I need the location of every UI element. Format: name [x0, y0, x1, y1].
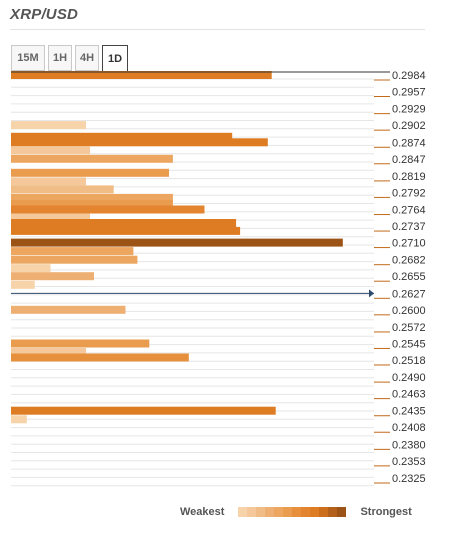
legend-swatch — [337, 507, 347, 517]
level-bar — [11, 280, 35, 289]
title-divider — [10, 29, 425, 30]
level-bar — [11, 205, 205, 214]
level-bar — [11, 71, 272, 79]
tab-1d[interactable]: 1D — [102, 45, 128, 72]
level-bar — [11, 348, 86, 356]
y-tick-label: 0.2984 — [392, 70, 426, 82]
y-tick-label: 0.2682 — [392, 255, 426, 267]
y-tick-label: 0.2847 — [392, 154, 426, 166]
tab-1h[interactable]: 1H — [48, 45, 72, 71]
level-bar — [11, 238, 343, 247]
timeframe-tabs: 15M 1H 4H 1D — [11, 45, 131, 72]
legend-swatch — [283, 507, 293, 517]
level-bar — [11, 247, 134, 256]
level-bar — [11, 146, 90, 155]
level-bar — [11, 132, 233, 141]
y-tick-label: 0.2874 — [392, 137, 426, 149]
y-tick-label: 0.2572 — [392, 322, 426, 334]
level-bar — [11, 272, 94, 281]
y-tick-label: 0.2600 — [392, 305, 426, 317]
legend-swatch — [328, 507, 338, 517]
legend-swatch — [292, 507, 302, 517]
y-tick-label: 0.2710 — [392, 238, 426, 250]
legend-swatch — [301, 507, 311, 517]
y-tick-label: 0.2408 — [392, 422, 426, 434]
level-bar — [11, 177, 86, 186]
level-bar — [11, 200, 173, 208]
legend-swatch — [256, 507, 266, 517]
level-bar — [11, 219, 237, 227]
y-tick-label: 0.2627 — [392, 288, 426, 300]
legend-swatch — [274, 507, 284, 517]
y-tick-label: 0.2545 — [392, 338, 426, 350]
y-tick-label: 0.2435 — [392, 406, 426, 418]
level-bar — [11, 415, 27, 424]
y-tick-label: 0.2929 — [392, 104, 426, 116]
legend-swatch — [247, 507, 257, 517]
y-tick-label: 0.2902 — [392, 120, 426, 132]
legend-weakest-label: Weakest — [180, 506, 225, 518]
current-price-marker — [369, 289, 374, 298]
y-tick-label: 0.2518 — [392, 355, 426, 367]
y-tick-label: 0.2490 — [392, 372, 426, 384]
level-bar — [11, 264, 51, 273]
legend-swatch — [238, 507, 248, 517]
level-bar — [11, 193, 173, 202]
tab-4h[interactable]: 4H — [75, 45, 99, 71]
level-bar — [11, 185, 114, 194]
level-bar — [11, 305, 126, 314]
level-bar — [11, 339, 150, 348]
y-tick-label: 0.2353 — [392, 456, 426, 468]
legend-swatch — [310, 507, 320, 517]
y-tick-label: 0.2819 — [392, 171, 426, 183]
level-bar — [11, 353, 189, 362]
y-tick-label: 0.2325 — [392, 473, 426, 485]
y-tick-label: 0.2463 — [392, 389, 426, 401]
level-bar — [11, 168, 169, 177]
y-tick-label: 0.2764 — [392, 205, 426, 217]
y-tick-label: 0.2792 — [392, 187, 426, 199]
y-tick-label: 0.2737 — [392, 221, 426, 233]
strength-legend: Weakest Strongest — [180, 503, 412, 521]
legend-swatch — [265, 507, 275, 517]
legend-color-scale — [238, 507, 347, 517]
legend-swatch — [319, 507, 329, 517]
y-tick-label: 0.2957 — [392, 87, 426, 99]
legend-strongest-label: Strongest — [360, 506, 412, 518]
level-bar — [11, 255, 138, 264]
y-tick-label: 0.2380 — [392, 439, 426, 451]
level-bar — [11, 213, 90, 222]
level-bar — [11, 154, 173, 163]
level-bar — [11, 406, 276, 415]
chart-title: XRP/USD — [10, 6, 79, 23]
tab-15m[interactable]: 15M — [11, 45, 45, 71]
y-tick-label: 0.2655 — [392, 271, 426, 283]
level-bar — [11, 121, 86, 130]
level-bar — [11, 138, 268, 147]
level-bar — [11, 226, 241, 235]
confluence-chart: 0.2984 0.2957 0.2929 0.2902 0.2874 0.2847 0.28… — [11, 70, 426, 487]
